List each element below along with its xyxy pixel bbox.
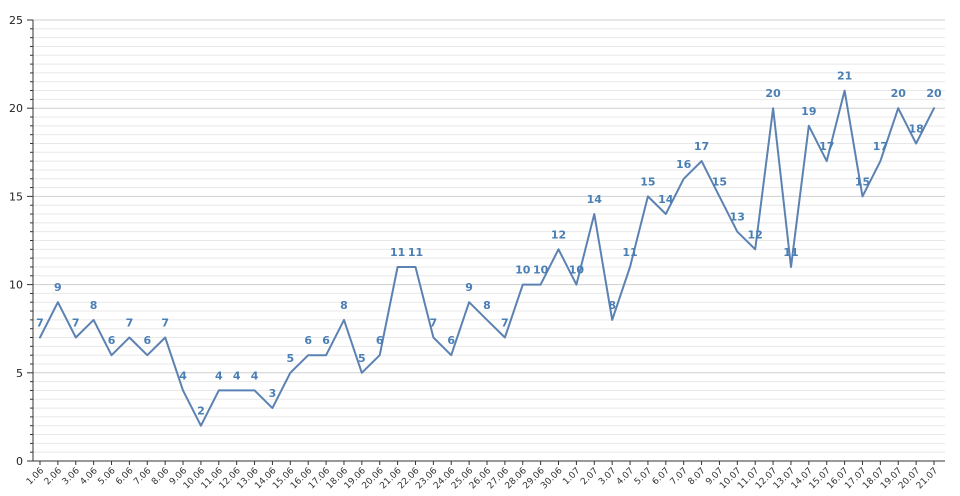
data-label: 7 (501, 317, 509, 330)
y-tick-label: 10 (9, 279, 23, 292)
data-label: 8 (483, 299, 491, 312)
x-tick-label: 2.06 (43, 466, 64, 487)
data-label: 17 (694, 140, 709, 153)
data-label: 14 (658, 193, 674, 206)
data-label: 8 (608, 299, 616, 312)
y-tick-label: 25 (9, 14, 23, 27)
data-label: 19 (801, 105, 816, 118)
data-label: 17 (819, 140, 834, 153)
x-tick-label: 7.06 (132, 466, 153, 487)
x-tick-label: 2.07 (579, 466, 600, 487)
data-label: 6 (376, 334, 384, 347)
data-label: 15 (712, 175, 727, 188)
data-label: 9 (465, 281, 473, 294)
x-tick-label: 4.07 (615, 466, 636, 487)
x-tick-label: 6.06 (114, 466, 135, 487)
data-label: 4 (233, 369, 241, 382)
data-label: 17 (873, 140, 888, 153)
data-label: 6 (304, 334, 312, 347)
data-label: 5 (286, 352, 294, 365)
x-tick-label: 4.06 (79, 466, 100, 487)
data-label: 6 (108, 334, 116, 347)
data-label: 7 (161, 317, 169, 330)
data-label: 10 (569, 264, 585, 277)
y-tick-label: 20 (9, 102, 23, 115)
series-line-group (39, 89, 935, 427)
grid-lines (33, 19, 945, 462)
data-label: 20 (926, 87, 942, 100)
x-tick-label: 8.07 (686, 466, 707, 487)
data-label: 5 (358, 352, 366, 365)
data-label: 11 (408, 246, 423, 259)
data-label: 3 (269, 387, 277, 400)
data-label: 6 (322, 334, 330, 347)
data-label: 7 (72, 317, 80, 330)
series-line (39, 89, 935, 427)
data-label: 4 (251, 369, 259, 382)
data-label: 21 (837, 70, 852, 83)
y-tick-label: 0 (16, 455, 23, 468)
data-label: 14 (587, 193, 603, 206)
x-tick-label: 6.07 (651, 466, 672, 487)
x-tick-label: 1.06 (25, 466, 46, 487)
data-label: 11 (783, 246, 798, 259)
data-label: 4 (179, 369, 187, 382)
data-label: 20 (765, 87, 781, 100)
x-tick-label: 5.06 (96, 466, 117, 487)
data-label: 7 (126, 317, 134, 330)
x-tick-label: 3.07 (597, 466, 618, 487)
x-tick-label: 7.07 (669, 466, 690, 487)
data-label: 13 (730, 211, 745, 224)
data-label: 8 (90, 299, 98, 312)
data-label: 10 (533, 264, 549, 277)
data-label: 15 (855, 175, 870, 188)
data-label: 11 (622, 246, 637, 259)
data-label: 15 (640, 175, 655, 188)
data-label: 11 (390, 246, 405, 259)
x-tick-label: 5.07 (633, 466, 654, 487)
data-label: 4 (215, 369, 223, 382)
data-label: 7 (36, 317, 44, 330)
y-axis: 0 5 10 15 20 25 (9, 14, 34, 468)
y-tick-label: 15 (9, 190, 23, 203)
x-tick-label: 1.07 (561, 466, 582, 487)
data-label: 12 (551, 228, 566, 241)
data-label: 2 (197, 405, 205, 418)
x-tick-label: 3.06 (61, 466, 82, 487)
data-label: 9 (54, 281, 62, 294)
data-label: 12 (748, 228, 763, 241)
data-label: 8 (340, 299, 348, 312)
y-tick-label: 5 (16, 367, 23, 380)
x-tick-label: 8.06 (150, 466, 171, 487)
data-label: 6 (143, 334, 151, 347)
data-label: 7 (430, 317, 438, 330)
data-label: 10 (515, 264, 531, 277)
data-label: 18 (908, 122, 923, 135)
x-axis: 1.062.063.064.065.066.067.068.069.0610.0… (25, 460, 945, 491)
data-label: 16 (676, 158, 692, 171)
data-label: 20 (891, 87, 907, 100)
data-label: 6 (447, 334, 455, 347)
